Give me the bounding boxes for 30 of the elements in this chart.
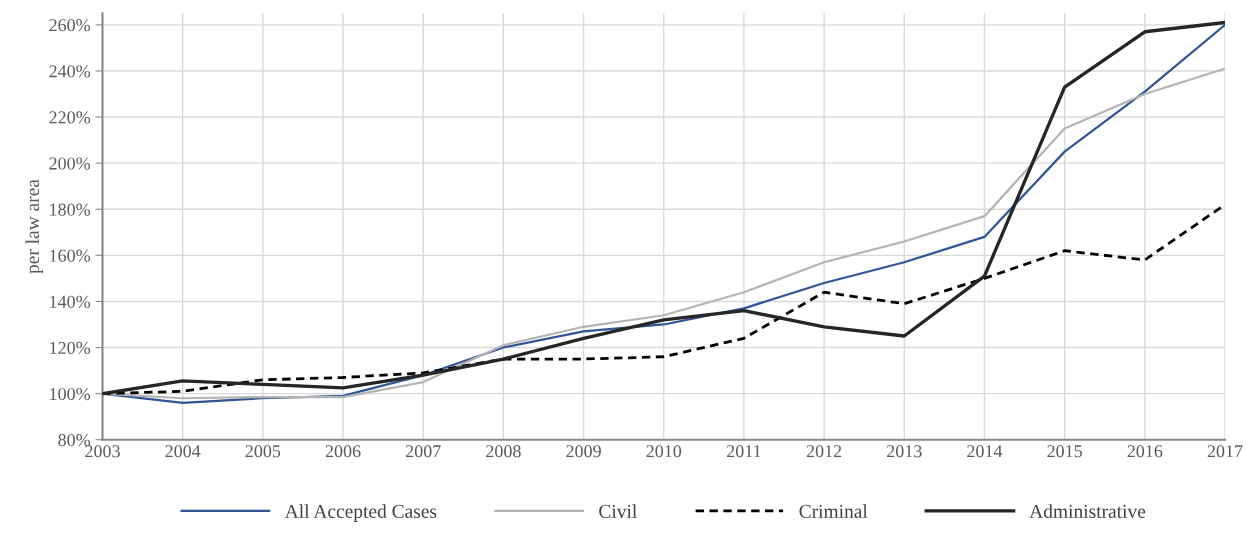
- y-tick-label: 240%: [49, 65, 91, 78]
- x-tick-label: 2015: [1047, 445, 1082, 458]
- x-tick-label: 2003: [85, 445, 120, 458]
- legend-label: Criminal: [799, 504, 868, 518]
- x-tick-label: 2016: [1127, 445, 1163, 458]
- x-tick-label: 2008: [486, 445, 521, 458]
- y-tick-label: 120%: [50, 341, 91, 355]
- y-tick-label: 220%: [49, 111, 91, 124]
- y-tick-label: 140%: [50, 295, 91, 308]
- x-tick-label: 2011: [727, 445, 761, 458]
- y-tick-label: 100%: [50, 387, 91, 401]
- legend-label: All Accepted Cases: [284, 504, 437, 522]
- y-tick-label: 260%: [49, 19, 91, 32]
- y-tick-label: 160%: [50, 249, 91, 262]
- x-tick-label: 2005: [245, 445, 281, 458]
- x-tick-label: 2009: [566, 445, 601, 458]
- x-tick-label: 2007: [405, 445, 441, 458]
- x-tick-label: 2014: [967, 445, 1003, 458]
- x-tick-label: 2006: [325, 445, 361, 458]
- legend-label: Administrative: [1029, 504, 1146, 518]
- y-tick-label: 180%: [50, 203, 91, 216]
- y-axis-title: per law area: [25, 179, 44, 274]
- x-tick-label: 2017: [1207, 445, 1243, 458]
- y-tick-label: 80%: [58, 433, 91, 447]
- x-tick-label: 2004: [165, 445, 201, 458]
- x-tick-label: 2012: [806, 445, 842, 458]
- x-tick-label: 2010: [646, 445, 682, 458]
- legend-label: Civil: [599, 504, 637, 518]
- y-tick-label: 200%: [49, 157, 91, 170]
- x-tick-label: 2013: [887, 445, 922, 458]
